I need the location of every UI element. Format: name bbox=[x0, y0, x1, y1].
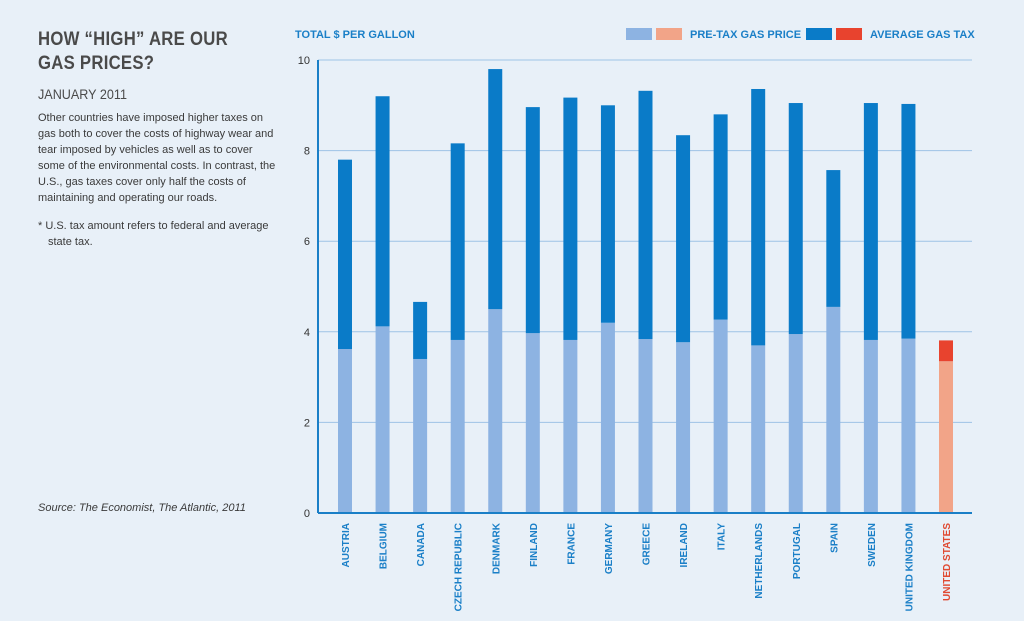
bar-tax bbox=[939, 340, 953, 362]
x-tick-label: NETHERLANDS bbox=[754, 523, 765, 599]
bar-pretax bbox=[713, 319, 728, 513]
bar-pretax bbox=[676, 342, 691, 513]
bar-pretax bbox=[525, 333, 540, 513]
y-axis-ticks: 0 2 4 6 8 10 bbox=[298, 55, 319, 520]
bar-pretax bbox=[751, 345, 766, 513]
bar-tax bbox=[788, 103, 803, 335]
bar-tax bbox=[525, 107, 540, 334]
bar-tax bbox=[713, 114, 728, 320]
footnote-text: * U.S. tax amount refers to federal and … bbox=[38, 220, 269, 248]
bar-pretax bbox=[826, 306, 841, 513]
bar-tax bbox=[676, 135, 691, 343]
bar-pretax bbox=[788, 334, 803, 513]
bar-tax bbox=[901, 103, 916, 339]
bar-pretax bbox=[338, 349, 352, 513]
x-tick-label: SWEDEN bbox=[867, 523, 878, 567]
x-tick-label: IRELAND bbox=[679, 523, 690, 567]
bar-pretax bbox=[939, 361, 953, 513]
bar-pretax bbox=[375, 326, 390, 513]
bar-tax bbox=[863, 103, 878, 340]
y-tick-label: 2 bbox=[304, 417, 310, 429]
legend-label: AVERAGE GAS TAX bbox=[870, 29, 975, 41]
x-tick-label: UNITED STATES bbox=[942, 523, 953, 601]
title-line-1: HOW “HIGH” ARE OUR bbox=[38, 29, 228, 50]
page-title: HOW “HIGH” ARE OUR GAS PRICES? bbox=[38, 28, 284, 76]
x-tick-label: ITALY bbox=[717, 523, 728, 551]
x-tick-label: GREECE bbox=[642, 523, 653, 566]
bar-tax bbox=[563, 97, 578, 340]
bar-tax bbox=[338, 159, 352, 350]
bar-tax bbox=[826, 170, 841, 307]
y-tick-label: 4 bbox=[304, 327, 310, 339]
bar-pretax bbox=[413, 358, 428, 513]
bar-pretax bbox=[863, 339, 878, 513]
legend-swatch bbox=[626, 28, 652, 40]
legend-label: PRE-TAX GAS PRICE bbox=[690, 29, 801, 41]
bar-pretax bbox=[600, 322, 615, 513]
date-label: JANUARY 2011 bbox=[38, 86, 127, 102]
bars bbox=[338, 69, 953, 513]
legend-swatch bbox=[836, 28, 862, 40]
bar-tax bbox=[375, 96, 390, 327]
y-tick-label: 6 bbox=[304, 236, 310, 248]
bar-tax bbox=[413, 301, 428, 359]
source-text: Source: The Economist, The Atlantic, 201… bbox=[38, 502, 246, 514]
x-tick-label: CANADA bbox=[416, 523, 427, 566]
bar-tax bbox=[600, 105, 615, 323]
y-tick-label: 10 bbox=[298, 55, 310, 67]
info-panel: HOW “HIGH” ARE OUR GAS PRICES? JANUARY 2… bbox=[38, 28, 278, 250]
x-tick-label: SPAIN bbox=[829, 523, 840, 553]
y-axis-title: TOTAL $ PER GALLON bbox=[295, 29, 415, 41]
x-tick-label: GERMANY bbox=[604, 523, 615, 574]
bar-pretax bbox=[563, 339, 578, 513]
x-tick-label: CZECH REPUBLIC bbox=[454, 523, 465, 611]
title-line-2: GAS PRICES? bbox=[38, 53, 155, 74]
bar-tax bbox=[638, 90, 653, 340]
bar-pretax bbox=[450, 339, 465, 513]
bar-pretax bbox=[488, 309, 503, 513]
x-tick-label: UNITED KINGDOM bbox=[904, 523, 915, 611]
y-tick-label: 8 bbox=[304, 146, 310, 158]
bar-pretax bbox=[638, 339, 653, 513]
legend-swatch bbox=[656, 28, 682, 40]
description-text: Other countries have imposed higher taxe… bbox=[38, 112, 276, 204]
x-tick-label: BELGIUM bbox=[379, 523, 390, 569]
x-tick-label: FINLAND bbox=[529, 523, 540, 567]
x-tick-label: PORTUGAL bbox=[792, 523, 803, 579]
bar-tax bbox=[488, 69, 503, 310]
x-tick-label: FRANCE bbox=[566, 523, 577, 565]
x-axis-categories: AUSTRIA BELGIUM CANADA CZECH REPUBLIC DENMAR… bbox=[341, 522, 953, 611]
bar-tax bbox=[751, 88, 766, 346]
x-tick-label: AUSTRIA bbox=[341, 523, 352, 567]
y-tick-label: 0 bbox=[304, 508, 310, 520]
legend-swatch bbox=[806, 28, 832, 40]
bar-tax bbox=[450, 143, 465, 340]
legend: PRE-TAX GAS PRICE AVERAGE GAS TAX bbox=[626, 28, 975, 41]
bar-pretax bbox=[901, 338, 916, 513]
x-tick-label: DENMARK bbox=[491, 522, 502, 574]
